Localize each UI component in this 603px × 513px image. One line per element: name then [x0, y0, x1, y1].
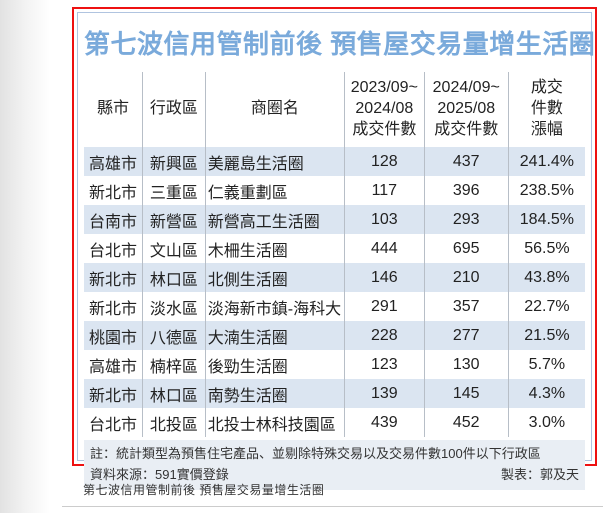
cell-change: 21.5%	[507, 321, 585, 351]
table-row: 台南市 新營區 新營高工生活圈 103 293 184.5%	[84, 205, 585, 235]
cell-area: 新營高工生活圈	[204, 205, 345, 235]
cell-district: 林口區	[142, 263, 206, 293]
cell-v1: 139	[344, 379, 425, 409]
header-district: 行政區	[142, 72, 206, 148]
cell-district: 八德區	[142, 321, 206, 351]
cell-district: 淡水區	[142, 292, 206, 322]
cell-v2: 396	[423, 176, 509, 206]
header-area: 商圈名	[204, 72, 345, 148]
cell-v1: 117	[344, 176, 425, 206]
cell-city: 新北市	[89, 184, 138, 202]
table-row: 台北市 文山區 木柵生活圈 444 695 56.5%	[84, 234, 585, 264]
cell-v2: 437	[423, 147, 509, 177]
cell-area: 南勢生活圈	[204, 379, 345, 409]
cell-v2: 210	[423, 263, 509, 293]
cell-v2: 357	[423, 292, 509, 322]
footnote-source: 資料來源：591實價登錄	[90, 466, 229, 482]
table-row: 台北市 北投區 北投士林科技園區 439 452 3.0%	[84, 408, 585, 438]
cell-v1: 123	[344, 350, 425, 380]
header-period2: 2024/09~ 2025/08 成交件數	[423, 72, 509, 148]
table-row: 新北市 林口區 北側生活圈 146 210 43.8%	[84, 263, 585, 293]
infographic-panel: 第七波信用管制前後 預售屋交易量增生活圈 縣市 行政區 商圈名 2023/09~…	[72, 7, 597, 490]
cell-v1: 291	[344, 292, 425, 322]
table-row: 新北市 淡水區 淡海新市鎮-海科大 291 357 22.7%	[84, 292, 585, 322]
cell-v1: 128	[344, 147, 425, 177]
cell-v2: 293	[423, 205, 509, 235]
table-row: 高雄市 楠梓區 後勁生活圈 123 130 5.7%	[84, 350, 585, 380]
cell-district: 新營區	[142, 205, 206, 235]
cell-v2: 145	[423, 379, 509, 409]
horizontal-divider	[62, 506, 603, 507]
cell-city: 台北市	[89, 416, 138, 434]
header-period1: 2023/09~ 2024/08 成交件數	[344, 72, 425, 148]
cell-change: 184.5%	[507, 205, 585, 235]
cell-change: 241.4%	[507, 147, 585, 177]
cell-city: 台南市	[89, 213, 138, 231]
table-header: 縣市 行政區 商圈名 2023/09~ 2024/08 成交件數 2024/09…	[84, 72, 585, 148]
cell-change: 3.0%	[507, 408, 585, 438]
footnote-statistics: 註：統計類型為預售住宅產品、並剔除特殊交易以及交易件數100件以下行政區	[90, 446, 541, 462]
cell-change: 5.7%	[507, 350, 585, 380]
cell-city: 桃園市	[89, 329, 138, 347]
cell-v1: 146	[344, 263, 425, 293]
cell-change: 43.8%	[507, 263, 585, 293]
cell-area: 北投士林科技園區	[204, 408, 345, 438]
cell-area: 後勁生活圈	[204, 350, 345, 380]
cell-change: 56.5%	[507, 234, 585, 264]
cell-change: 4.3%	[507, 379, 585, 409]
cell-v2: 452	[423, 408, 509, 438]
header-city: 縣市	[97, 99, 130, 117]
cell-v1: 439	[344, 408, 425, 438]
cell-area: 淡海新市鎮-海科大	[204, 292, 345, 322]
cell-district: 北投區	[142, 408, 206, 438]
table-row: 新北市 三重區 仁義重劃區 117 396 238.5%	[84, 176, 585, 206]
cell-city: 高雄市	[89, 358, 138, 376]
cell-v1: 444	[344, 234, 425, 264]
table-row: 桃園市 八德區 大湳生活圈 228 277 21.5%	[84, 321, 585, 351]
panel-title: 第七波信用管制前後 預售屋交易量增生活圈	[84, 29, 596, 59]
cell-district: 林口區	[142, 379, 206, 409]
cell-district: 三重區	[142, 176, 206, 206]
cell-change: 238.5%	[507, 176, 585, 206]
table-row: 高雄市 新興區 美麗島生活圈 128 437 241.4%	[84, 147, 585, 177]
cell-v2: 130	[423, 350, 509, 380]
table-row: 新北市 林口區 南勢生活圈 139 145 4.3%	[84, 379, 585, 409]
cell-v2: 277	[423, 321, 509, 351]
cell-district: 楠梓區	[142, 350, 206, 380]
transactions-table: 縣市 行政區 商圈名 2023/09~ 2024/08 成交件數 2024/09…	[84, 72, 585, 438]
cell-city: 台北市	[89, 242, 138, 260]
cell-change: 22.7%	[507, 292, 585, 322]
cell-area: 北側生活圈	[204, 263, 345, 293]
cell-city: 新北市	[89, 271, 138, 289]
cell-v1: 103	[344, 205, 425, 235]
cell-city: 新北市	[89, 300, 138, 318]
cell-v2: 695	[423, 234, 509, 264]
table-footnotes: 註：統計類型為預售住宅產品、並剔除特殊交易以及交易件數100件以下行政區 資料來…	[84, 440, 585, 490]
cell-district: 新興區	[142, 147, 206, 177]
footnote-credit: 製表：郭及天	[500, 466, 579, 482]
infographic-panel-inner: 第七波信用管制前後 預售屋交易量增生活圈 縣市 行政區 商圈名 2023/09~…	[77, 12, 596, 490]
page-edge-gradient	[0, 0, 50, 513]
cell-area: 大湳生活圈	[204, 321, 345, 351]
cell-area: 仁義重劃區	[204, 176, 345, 206]
cell-city: 高雄市	[89, 155, 138, 173]
cell-v1: 228	[344, 321, 425, 351]
image-caption: 第七波信用管制前後 預售屋交易量增生活圈	[83, 483, 325, 497]
cell-area: 木柵生活圈	[204, 234, 345, 264]
cell-district: 文山區	[142, 234, 206, 264]
cell-area: 美麗島生活圈	[204, 147, 345, 177]
cell-city: 新北市	[89, 387, 138, 405]
header-change: 成交 件數 漲幅	[507, 72, 585, 148]
